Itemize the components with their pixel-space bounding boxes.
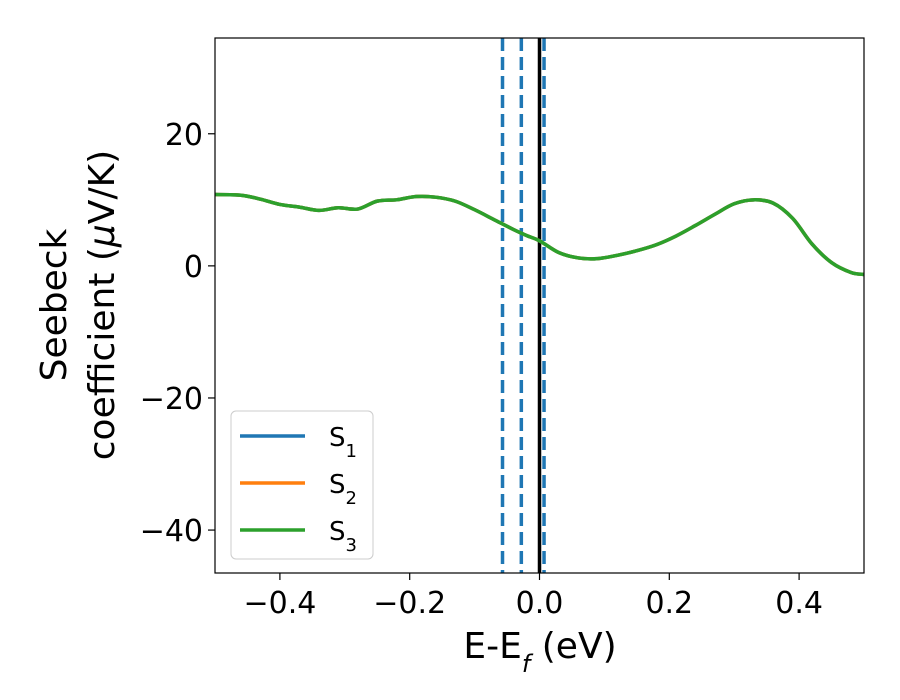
y-tick-label: −20 bbox=[140, 382, 203, 417]
series-lines bbox=[215, 192, 864, 277]
y-axis-title-line2-start: coefficient ( bbox=[82, 247, 123, 460]
x-tick-label: 0.0 bbox=[516, 586, 564, 621]
y-tick-label: −40 bbox=[140, 514, 203, 549]
reference-lines bbox=[500, 38, 546, 573]
x-tick-label: 0.4 bbox=[775, 586, 823, 621]
y-axis-title-line2: coefficient (μV/K) bbox=[82, 150, 123, 460]
legend-label-subscript: 1 bbox=[346, 441, 357, 462]
series-line-s3 bbox=[215, 192, 864, 277]
x-tick-label: −0.2 bbox=[373, 586, 446, 621]
legend-label-subscript: 2 bbox=[346, 488, 357, 509]
x-axis-title: E-Ef (eV) bbox=[463, 626, 616, 678]
y-axis-ticks: −40 −20 0 20 bbox=[140, 118, 215, 549]
y-axis-title-line2-end: V/K) bbox=[82, 150, 123, 224]
x-axis-title-main: E-E bbox=[463, 626, 521, 667]
legend-box bbox=[230, 410, 374, 560]
y-axis-title: Seebeck coefficient (μV/K) bbox=[34, 150, 123, 460]
y-tick-label: 0 bbox=[184, 250, 203, 285]
x-tick-label: −0.4 bbox=[243, 586, 316, 621]
legend-label-s3: S3 bbox=[329, 517, 357, 556]
y-axis-title-mu: μ bbox=[82, 224, 123, 248]
x-tick-label: 0.2 bbox=[645, 586, 693, 621]
x-axis-ticks: −0.4 −0.2 0.0 0.2 0.4 bbox=[243, 573, 823, 621]
legend-label-subscript: 3 bbox=[346, 535, 357, 556]
y-axis-title-line1: Seebeck bbox=[34, 228, 75, 381]
legend-label-s2: S2 bbox=[329, 470, 357, 509]
legend-label-name: S bbox=[329, 470, 346, 500]
legend-label-s1: S1 bbox=[329, 423, 357, 462]
legend-label-name: S bbox=[329, 517, 346, 547]
plot-area bbox=[215, 38, 864, 573]
y-tick-label: 20 bbox=[165, 118, 203, 153]
x-axis-title-unit: (eV) bbox=[530, 626, 616, 667]
legend-label-name: S bbox=[329, 423, 346, 453]
